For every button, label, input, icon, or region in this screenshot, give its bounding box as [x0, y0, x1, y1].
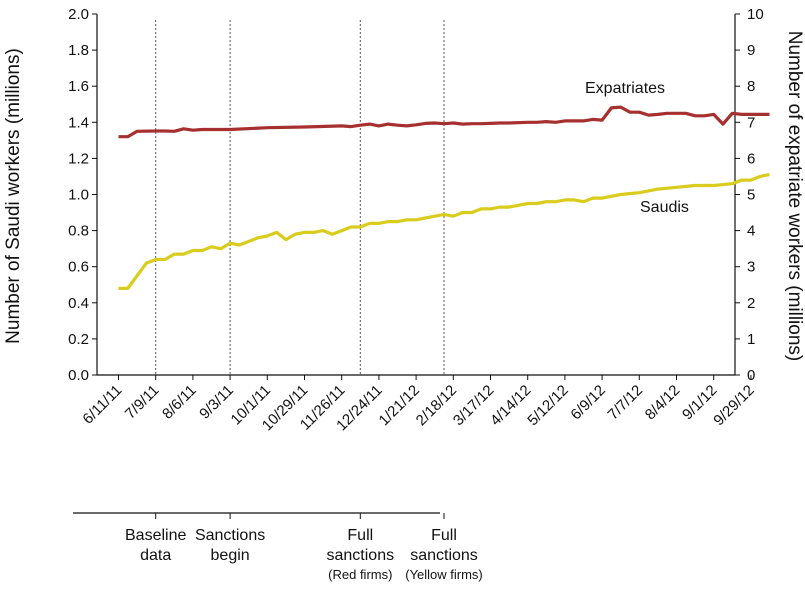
right-tick-label: 6 [747, 150, 755, 167]
left-axis-title: Number of Saudi workers (millions) [3, 48, 24, 344]
event-label-line1: Baseline [125, 527, 186, 544]
event-label-line3: (Red firms) [328, 567, 392, 582]
event-label-line2: sanctions [327, 547, 395, 564]
event-label-line2: data [140, 547, 171, 564]
left-tick-label: 1.2 [68, 150, 89, 167]
event-label-line2: begin [211, 547, 250, 564]
x-tick-label: 3/17/12 [450, 382, 497, 429]
right-tick-label: 2 [747, 295, 755, 312]
left-tick-label: 0.6 [68, 259, 89, 276]
event-label-line3: (Yellow firms) [405, 567, 483, 582]
series-label-saudis: Saudis [640, 199, 689, 216]
right-tick-label: 4 [747, 223, 755, 240]
event-label-line1: Full [347, 527, 373, 544]
event-labels: Baseline data Sanctions begin Full sanctions (… [125, 513, 483, 582]
x-tick-label: 4/14/12 [487, 382, 534, 429]
right-tick-label: 8 [747, 78, 755, 95]
x-tick-label: 5/12/12 [524, 382, 571, 429]
left-tick-label: 2.0 [68, 6, 89, 23]
x-tick-label: 1/21/12 [376, 382, 423, 429]
x-tick-label: 2/18/12 [413, 382, 460, 429]
series-line-saudis [118, 173, 770, 290]
event-label-line1: Sanctions [195, 527, 265, 544]
event-label-line2: sanctions [410, 547, 478, 564]
event-label-line1: Full [431, 527, 457, 544]
x-tick-label: 8/4/12 [642, 382, 684, 424]
event-lines [155, 20, 445, 375]
left-tick-label: 0.0 [68, 367, 89, 384]
left-tick-label: 1.0 [68, 187, 89, 204]
x-tick-label: 6/9/12 [567, 382, 609, 424]
right-tick-label: 7 [747, 114, 755, 131]
right-tick-label: 5 [747, 187, 755, 204]
x-tick-label: 6/11/11 [79, 382, 125, 428]
x-axis-ticks: 6/11/117/9/118/6/119/3/1110/1/1110/29/11… [79, 375, 758, 434]
x-tick-label: 7/9/11 [122, 382, 163, 423]
right-tick-label: 1 [747, 331, 755, 348]
right-tick-label: 3 [747, 259, 755, 276]
left-tick-label: 0.8 [68, 223, 89, 240]
x-tick-label: 8/6/11 [159, 382, 200, 423]
x-tick-label: 7/7/12 [605, 382, 647, 424]
series-line-expatriates [118, 105, 770, 139]
left-tick-label: 0.2 [68, 331, 89, 348]
left-tick-label: 0.4 [68, 295, 89, 312]
right-tick-label: 10 [747, 6, 764, 23]
x-tick-label: 9/29/12 [710, 382, 757, 429]
left-tick-label: 1.4 [68, 114, 89, 131]
series-label-expatriates: Expatriates [585, 80, 665, 97]
left-tick-label: 1.6 [68, 78, 89, 95]
right-tick-label: 9 [747, 42, 755, 59]
left-axis-ticks: 0.0 0.2 0.4 0.6 0.8 1.0 1.2 1.4 1.6 1.8 2.0 [68, 6, 97, 384]
left-tick-label: 1.8 [68, 42, 89, 59]
right-axis-title: Number of expatriate workers (millions) [784, 31, 805, 362]
series-layer [118, 105, 770, 290]
